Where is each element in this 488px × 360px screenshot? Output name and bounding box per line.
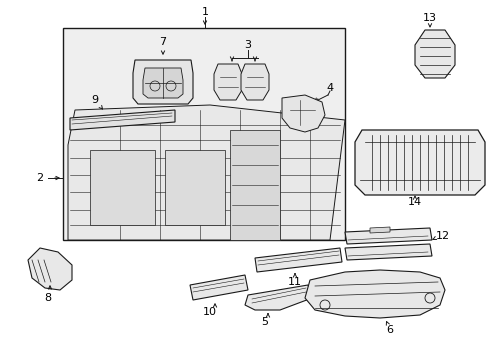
Polygon shape <box>305 270 444 318</box>
Text: 5: 5 <box>261 317 268 327</box>
Polygon shape <box>90 150 155 225</box>
Text: 4: 4 <box>326 83 333 93</box>
Text: 14: 14 <box>407 197 421 207</box>
Polygon shape <box>133 60 193 104</box>
Polygon shape <box>244 285 311 310</box>
Polygon shape <box>214 64 242 100</box>
Polygon shape <box>229 130 280 240</box>
Polygon shape <box>142 68 183 98</box>
Polygon shape <box>254 248 341 272</box>
Polygon shape <box>345 228 431 244</box>
Polygon shape <box>282 95 325 132</box>
Polygon shape <box>164 150 224 225</box>
Bar <box>63 28 345 240</box>
Text: 13: 13 <box>422 13 436 23</box>
Polygon shape <box>70 110 175 130</box>
Text: 8: 8 <box>44 293 51 303</box>
Polygon shape <box>354 130 484 195</box>
Polygon shape <box>28 248 72 290</box>
Text: 6: 6 <box>386 325 393 335</box>
Text: 11: 11 <box>287 277 302 287</box>
Polygon shape <box>241 64 268 100</box>
Text: 12: 12 <box>435 231 449 241</box>
Polygon shape <box>369 227 389 233</box>
Polygon shape <box>68 105 345 240</box>
Text: 3: 3 <box>244 40 251 50</box>
Text: 9: 9 <box>91 95 99 105</box>
Polygon shape <box>345 244 431 260</box>
Text: 10: 10 <box>203 307 217 317</box>
Polygon shape <box>414 30 454 78</box>
Text: 1: 1 <box>201 7 208 17</box>
Polygon shape <box>190 275 247 300</box>
Text: 2: 2 <box>37 173 43 183</box>
Text: 7: 7 <box>159 37 166 47</box>
